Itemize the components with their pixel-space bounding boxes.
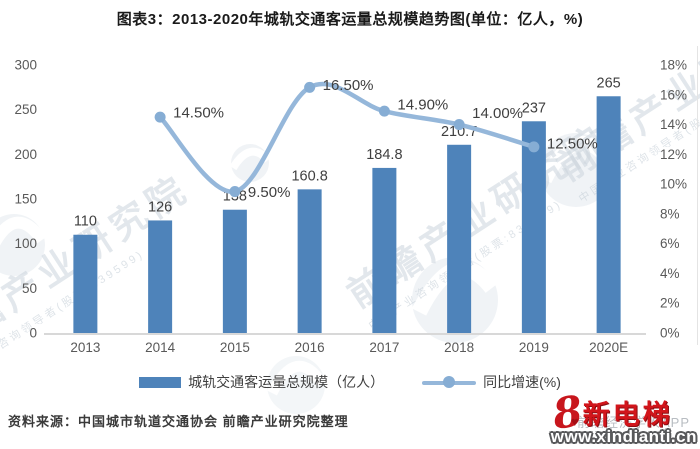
combo-chart: 0 50 100 150 200 250 300 0% 2% 4% 6% 8% 10% 12% 14% 16%… xyxy=(14,46,698,355)
legend-item-line: 同比增速(%) xyxy=(422,372,561,392)
x-axis-label-2015: 2015 xyxy=(220,340,250,355)
legend-item-bars: 城轨交通客运量总规模（亿人） xyxy=(139,372,384,392)
left-axis-tick: 150 xyxy=(14,192,37,207)
line-value-label: 9.50% xyxy=(248,184,291,201)
line-swatch-marker xyxy=(443,376,456,388)
x-axis-label-2017: 2017 xyxy=(369,340,399,355)
left-axis-tick: 250 xyxy=(14,102,37,117)
bar-2014 xyxy=(148,220,173,333)
right-axis-tick: 4% xyxy=(660,266,680,281)
x-axis-label-2016: 2016 xyxy=(295,340,325,355)
bar-2017 xyxy=(372,167,397,333)
line-value-label: 12.50% xyxy=(547,135,598,152)
x-axis-label-2018: 2018 xyxy=(444,340,474,355)
right-axis-tick: 6% xyxy=(660,236,680,251)
line-value-label: 14.50% xyxy=(173,105,224,122)
bar-value-label: 126 xyxy=(148,199,172,215)
bar-value-label: 160.8 xyxy=(291,168,327,184)
line-series-swatch xyxy=(422,376,477,388)
brand-row: 8 ♥ 新电梯 xyxy=(549,386,697,439)
bar-value-label: 237 xyxy=(522,100,546,116)
right-axis-tick: 16% xyxy=(660,87,687,102)
brand-url: www.xindianti.cn xyxy=(550,427,697,446)
chart-legend: 城轨交通客运量总规模（亿人） 同比增速(%) xyxy=(0,372,700,392)
logo-8-glyph: 8 xyxy=(549,386,586,439)
x-axis-label-2013: 2013 xyxy=(70,340,100,355)
bar-value-label: 110 xyxy=(74,214,97,230)
right-axis-tick: 0% xyxy=(660,326,680,341)
line-marker-2016 xyxy=(304,81,316,93)
bar-2015 xyxy=(222,209,247,333)
right-axis-tick: 10% xyxy=(660,177,687,192)
x-axis-label-2019: 2019 xyxy=(519,340,549,355)
line-marker-2015 xyxy=(229,186,241,198)
line-value-label: 16.50% xyxy=(323,77,374,94)
xindianti-logo: 8 ♥ 新电梯 www.xindianti.cn xyxy=(549,386,697,447)
x-axis-label-2020E: 2020E xyxy=(589,340,628,355)
bar-2019 xyxy=(521,121,546,333)
left-axis-tick: 50 xyxy=(22,281,37,296)
bar-2016 xyxy=(297,189,322,333)
legend-label-line: 同比增速(%) xyxy=(483,374,561,390)
bar-2018 xyxy=(447,144,472,333)
right-axis-tick: 2% xyxy=(660,296,680,311)
right-axis-tick: 12% xyxy=(660,147,687,162)
line-value-label: 14.90% xyxy=(397,97,448,114)
left-axis-tick: 300 xyxy=(14,58,37,73)
source-note: 资料来源：中国城市轨道交通协会 前瞻产业研究院整理 xyxy=(8,414,349,429)
bar-value-label: 265 xyxy=(597,75,621,91)
left-axis-tick: 200 xyxy=(14,147,37,162)
chart-title: 图表3：2013-2020年城轨交通客运量总规模趋势图(单位：亿人，%) xyxy=(116,11,584,28)
heart-icon: ♥ xyxy=(571,414,579,429)
left-axis-tick: 0 xyxy=(29,326,37,341)
bar-2020E xyxy=(596,96,621,334)
right-axis-tick: 18% xyxy=(660,58,687,73)
line-marker-2017 xyxy=(378,105,390,117)
legend-label-bars: 城轨交通客运量总规模（亿人） xyxy=(188,374,385,390)
right-axis-tick: 14% xyxy=(660,117,687,132)
growth-rate-line xyxy=(157,81,537,194)
bar-value-label: 184.8 xyxy=(366,147,402,163)
left-axis-tick: 100 xyxy=(14,236,37,251)
line-marker-2019 xyxy=(528,141,540,153)
x-axis-label-2014: 2014 xyxy=(145,340,176,355)
right-axis-tick: 8% xyxy=(660,206,680,221)
line-marker-2018 xyxy=(453,119,465,131)
line-value-label: 14.00% xyxy=(472,105,523,122)
bar-2013 xyxy=(73,234,98,333)
line-marker-2014 xyxy=(154,111,166,123)
bar-series-swatch xyxy=(139,376,182,388)
brand-name: 新电梯 xyxy=(582,400,673,430)
